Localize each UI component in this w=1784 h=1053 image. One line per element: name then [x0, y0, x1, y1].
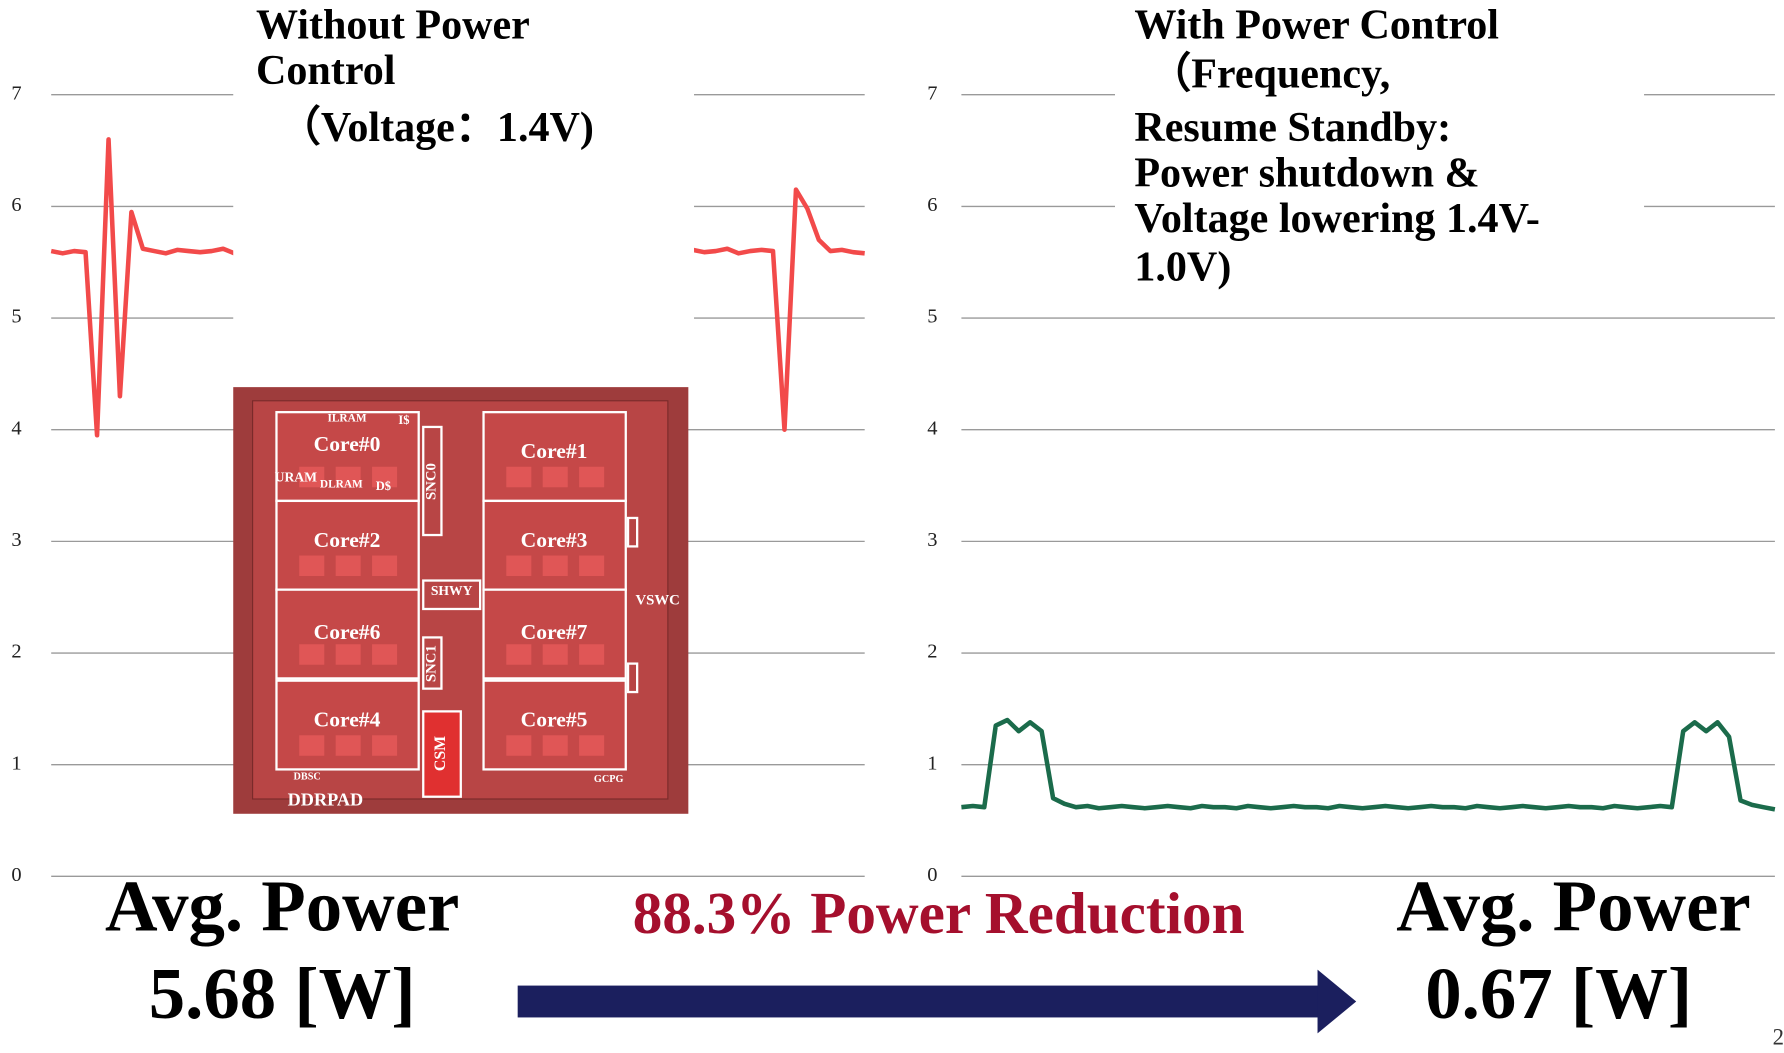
y-tick-label: 6 — [927, 194, 937, 216]
core-detail — [372, 644, 397, 664]
y-tick-label: 0 — [11, 864, 21, 886]
core-detail — [299, 735, 324, 755]
core-detail — [543, 644, 568, 664]
die-label: D$ — [376, 479, 391, 493]
y-tick-label: 7 — [927, 82, 937, 104]
die-label: Core#1 — [521, 439, 588, 463]
die-label: SHWY — [431, 583, 473, 598]
core-detail — [336, 644, 361, 664]
avg-power-value: 0.67 [W] — [1425, 953, 1692, 1034]
die-label: SNC0 — [424, 463, 440, 500]
core-detail — [543, 556, 568, 576]
arrow-shaft — [518, 986, 1324, 1018]
core-detail — [299, 556, 324, 576]
die-label: Core#4 — [314, 708, 381, 732]
core-detail — [372, 735, 397, 755]
core-detail — [579, 644, 604, 664]
arrow-head — [1318, 970, 1357, 1034]
avg-power-label: Avg. Power — [105, 866, 459, 947]
chart-title: （Voltage：1.4V) — [279, 104, 594, 151]
die-label: Core#7 — [521, 620, 588, 644]
y-tick-label: 4 — [927, 417, 937, 439]
core-detail — [506, 556, 531, 576]
page: {"chart_data": [ {"type": "line", "title… — [0, 0, 1784, 1053]
die-label: SNC1 — [424, 645, 440, 682]
avg-power-value: 5.68 [W] — [149, 953, 416, 1034]
chart-title: With Power Control — [1134, 1, 1499, 48]
chart-title: 1.0V) — [1134, 244, 1231, 291]
chart-title: （Frequency, — [1149, 50, 1390, 97]
y-tick-label: 7 — [11, 82, 21, 104]
die-label: DLRAM — [320, 479, 363, 491]
die-label: VSWC — [635, 592, 679, 608]
chart-title: Voltage lowering 1.4V- — [1134, 195, 1540, 242]
core-detail — [372, 556, 397, 576]
page-number: 2 — [1773, 1024, 1784, 1049]
y-tick-label: 5 — [11, 306, 21, 328]
die-label: Core#6 — [314, 620, 381, 644]
y-tick-label: 2 — [927, 641, 937, 663]
y-tick-label: 3 — [11, 529, 21, 551]
chart-title: Without Power — [256, 1, 530, 48]
y-tick-label: 1 — [11, 752, 21, 774]
die-label: Core#5 — [521, 708, 588, 732]
core-detail — [336, 556, 361, 576]
core-detail — [579, 735, 604, 755]
reduction-label: 88.3% Power Reduction — [633, 880, 1245, 946]
core-detail — [543, 467, 568, 487]
y-tick-label: 2 — [11, 641, 21, 663]
chart-title: Power shutdown & — [1134, 149, 1479, 196]
core-detail — [579, 467, 604, 487]
core-detail — [336, 735, 361, 755]
chart-title: Resume Standby: — [1134, 104, 1451, 151]
y-tick-label: 5 — [927, 306, 937, 328]
core-detail — [506, 644, 531, 664]
die-label: Core#3 — [521, 528, 588, 552]
slide: 0 1 2 3 4 5 6 7 Without PowerControl （Voltage：1.4… — [0, 0, 1784, 1053]
core-detail — [543, 735, 568, 755]
core-detail — [506, 735, 531, 755]
die-label: I$ — [398, 413, 409, 427]
die-photo: Core#0 Core#1 Core#2 Core#3 Core#6 Core#7 Core… — [233, 387, 688, 814]
die-label: DBSC — [294, 772, 321, 783]
die-label: URAM — [275, 469, 318, 484]
y-tick-label: 3 — [927, 529, 937, 551]
die-label: Core#2 — [314, 528, 381, 552]
y-tick-label: 1 — [927, 752, 937, 774]
core-detail — [579, 556, 604, 576]
y-tick-label: 4 — [11, 417, 21, 439]
core-detail — [506, 467, 531, 487]
chart-title: Control — [256, 47, 396, 94]
die-label: CSM — [432, 736, 449, 771]
core-detail — [299, 644, 324, 664]
die-label: ILRAM — [327, 413, 366, 425]
die-label: DDRPAD — [288, 789, 363, 809]
die-label: GCPG — [594, 774, 624, 785]
die-label: Core#0 — [314, 432, 381, 456]
y-tick-label: 6 — [11, 194, 21, 216]
avg-power-label: Avg. Power — [1396, 866, 1750, 947]
